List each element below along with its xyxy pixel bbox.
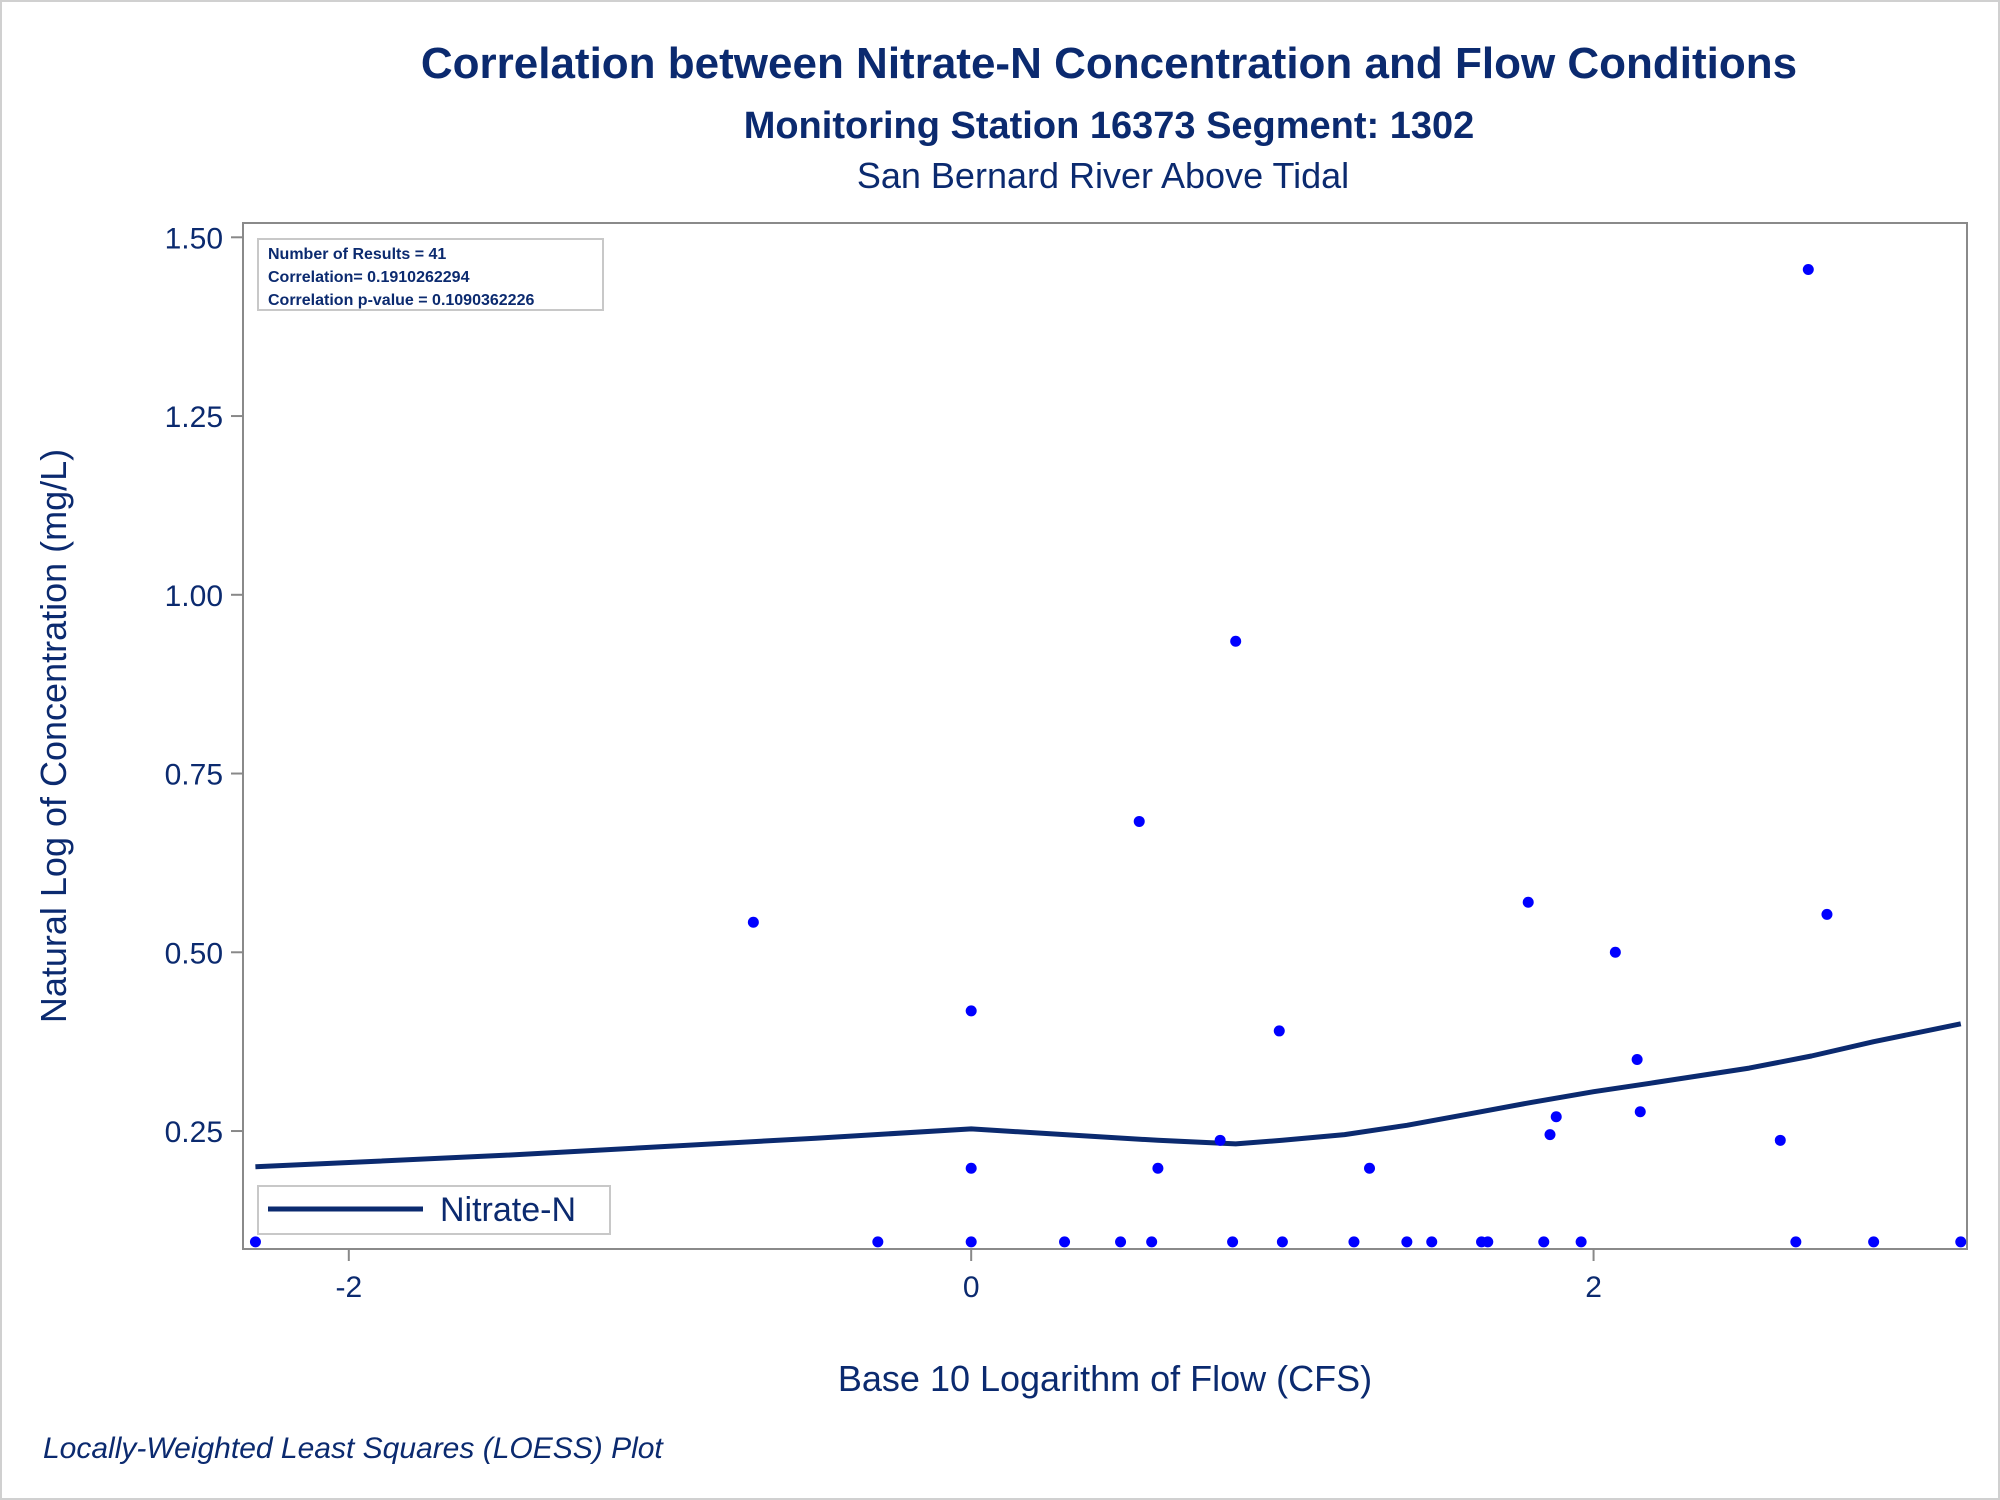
data-point [1146,1236,1158,1248]
data-point [1868,1236,1880,1248]
data-point [965,1005,977,1017]
data-point [1522,896,1534,908]
x-tick-label: -2 [335,1271,362,1304]
scatter-points [249,263,1967,1248]
legend: Nitrate-N [257,1185,611,1235]
data-point [1059,1236,1071,1248]
data-point [965,1236,977,1248]
stats-box: Number of Results = 41 Correlation= 0.19… [257,238,604,311]
data-point [1426,1236,1438,1248]
data-point [1609,946,1621,958]
data-point [1364,1162,1376,1174]
data-point [965,1162,977,1174]
data-point [1955,1236,1967,1248]
data-point [1821,908,1833,920]
loess-line-group [255,1021,1962,1170]
legend-box [257,1185,611,1235]
data-point [1631,1054,1643,1066]
data-point [1115,1236,1127,1248]
x-tick-label: 2 [1585,1271,1602,1304]
loess-line [255,1021,1962,1170]
x-tick-label: 0 [963,1271,980,1304]
data-point [249,1236,261,1248]
y-axis: 0.25 0.50 0.75 1.00 1.25 1.50 [165,222,243,1149]
data-point [1790,1236,1802,1248]
y-axis-label: Natural Log of Concentration (mg/L) [33,449,74,1023]
stats-box-border [257,238,604,311]
data-point [1230,635,1242,647]
y-tick-label: 1.25 [165,401,223,434]
y-tick-label: 1.50 [165,222,223,255]
data-point [747,916,759,928]
stats-p-value: Correlation p-value = 0.1090362226 [268,292,534,309]
data-point [1575,1236,1587,1248]
legend-label: Nitrate-N [440,1191,576,1229]
data-point [1133,815,1145,827]
data-point [1227,1236,1239,1248]
data-point [1544,1129,1556,1141]
data-point [1152,1162,1164,1174]
x-axis: -2 0 2 [335,1249,1602,1304]
y-tick-label: 0.50 [165,937,223,970]
data-point [1276,1236,1288,1248]
data-point [1538,1236,1550,1248]
chart-subtitle: Monitoring Station 16373 Segment: 1302 [744,105,1475,147]
data-point [1774,1134,1786,1146]
data-point [1482,1236,1494,1248]
chart-title: Correlation between Nitrate-N Concentrat… [421,39,1797,88]
y-tick-label: 1.00 [165,580,223,613]
data-point [1550,1111,1562,1123]
data-point [1802,263,1814,275]
data-point [1401,1236,1413,1248]
y-tick-label: 0.75 [165,759,223,792]
y-tick-label: 0.25 [165,1116,223,1149]
x-axis-label: Base 10 Logarithm of Flow (CFS) [838,1358,1372,1399]
data-point [1634,1106,1646,1118]
data-point [1214,1134,1226,1146]
plot-area [242,222,1968,1250]
data-point [1273,1025,1285,1037]
stats-correlation: Correlation= 0.1910262294 [268,269,470,286]
footnote: Locally-Weighted Least Squares (LOESS) P… [43,1432,664,1465]
data-point [1348,1236,1360,1248]
data-point [872,1236,884,1248]
stats-count: Number of Results = 41 [268,246,446,263]
chart-subtitle-2: San Bernard River Above Tidal [857,155,1349,196]
